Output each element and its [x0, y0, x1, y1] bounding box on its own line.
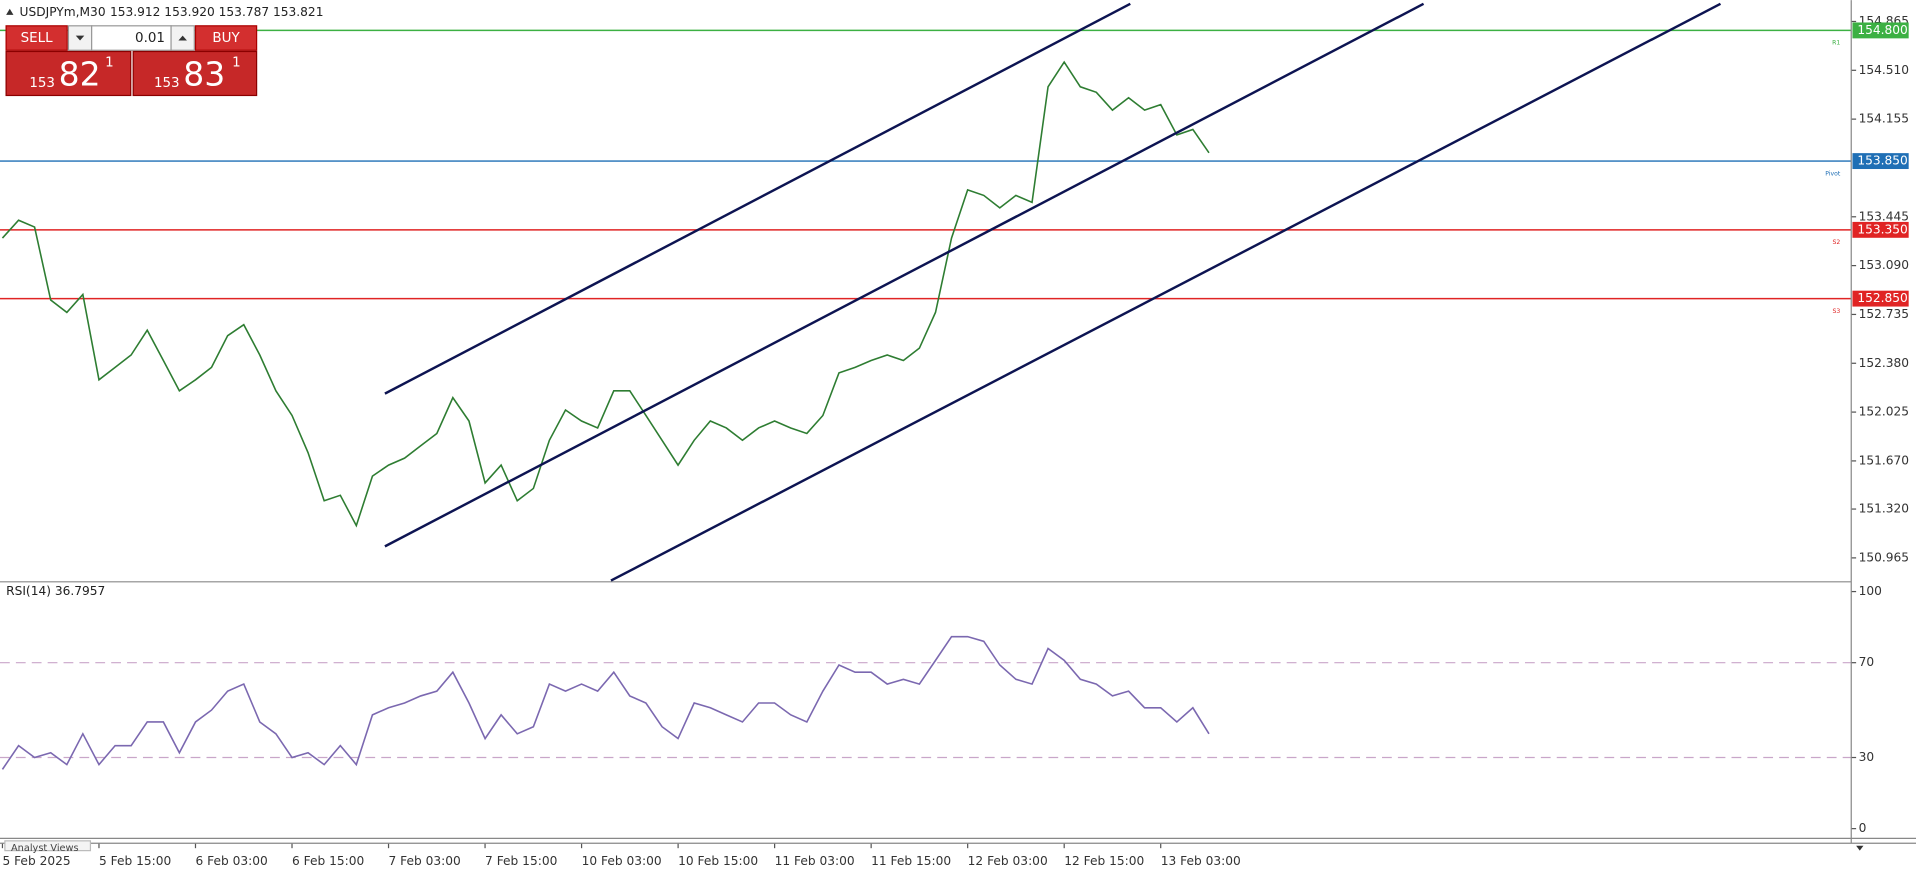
ask-box[interactable] — [132, 50, 258, 97]
x-tick-label: 5 Feb 15:00 — [99, 854, 171, 868]
tab[interactable] — [4, 840, 92, 852]
x-tick-label: 6 Feb 03:00 — [195, 854, 267, 868]
sell-label: SELL — [21, 31, 54, 46]
series-line — [1, 635, 1210, 770]
x-tick-label: 12 Feb 15:00 — [1064, 854, 1144, 868]
y-tick-label: 153.090 — [1859, 258, 1909, 272]
level-label: 152.850 — [1857, 291, 1907, 305]
x-tick-label: 5 Feb 2025 — [2, 854, 70, 868]
bid-big: 153 — [29, 76, 55, 91]
channel-line — [610, 2, 1722, 582]
y-tick-label: 100 — [1859, 584, 1882, 598]
level-name: Pivot — [1825, 170, 1841, 177]
level-box — [1852, 22, 1909, 39]
rsi-title: RSI(14) 36.7957 — [6, 584, 105, 598]
ohlc: 153.912 153.920 153.787 153.821 — [110, 5, 324, 19]
y-tick-label: 154.155 — [1859, 112, 1909, 126]
up-arrow — [178, 35, 187, 41]
x-tick-label: 12 Feb 03:00 — [968, 854, 1048, 868]
y-tick-label: 152.025 — [1859, 405, 1909, 419]
series-line — [1, 60, 1210, 528]
sell-button[interactable] — [5, 25, 68, 51]
level-box — [1852, 290, 1909, 307]
ask-small: 1 — [232, 55, 241, 70]
buy-button[interactable] — [194, 25, 258, 51]
trade-panel: SELL 0.01 BUY 153 82 1 153 83 1 — [5, 25, 258, 97]
x-tick-label: 10 Feb 03:00 — [582, 854, 662, 868]
x-tick-label: 11 Feb 03:00 — [775, 854, 855, 868]
y-tick-label: 151.670 — [1859, 453, 1909, 467]
scroll-icon[interactable] — [1856, 845, 1864, 851]
y-tick-label: 153.445 — [1859, 209, 1909, 223]
level-name: R1 — [1832, 40, 1840, 47]
level-name: S3 — [1832, 308, 1840, 315]
x-tick-label: 13 Feb 03:00 — [1161, 854, 1241, 868]
y-tick-label: 30 — [1859, 750, 1875, 764]
buy-label: BUY — [212, 31, 240, 46]
price-chart: 154.865154.510154.155153.445153.090152.7… — [0, 14, 1909, 868]
level-box — [1852, 153, 1909, 170]
level-label: 153.850 — [1857, 154, 1907, 168]
y-tick-label: 70 — [1859, 655, 1875, 669]
x-tick-label: 7 Feb 03:00 — [389, 854, 461, 868]
ask-main: 83 — [183, 54, 225, 93]
collapse-icon[interactable] — [6, 8, 14, 15]
y-tick-label: 150.965 — [1859, 550, 1909, 564]
level-name: S2 — [1832, 239, 1840, 246]
channel — [384, 2, 1722, 582]
bid-box[interactable] — [5, 50, 132, 97]
x-tick-label: 11 Feb 15:00 — [871, 854, 951, 868]
y-tick-label: 152.380 — [1859, 356, 1909, 370]
bid-main: 82 — [59, 54, 101, 93]
lot-value: 0.01 — [135, 31, 165, 46]
x-tick-label: 6 Feb 15:00 — [292, 854, 364, 868]
x-tick-label: 10 Feb 15:00 — [678, 854, 758, 868]
y-tick-label: 154.510 — [1859, 63, 1909, 77]
channel-line — [384, 2, 1425, 548]
y-tick-label: 152.735 — [1859, 307, 1909, 321]
ask-big: 153 — [154, 76, 180, 91]
x-tick-label: 7 Feb 15:00 — [485, 854, 557, 868]
level-label: 153.350 — [1857, 222, 1907, 236]
channel-line — [384, 2, 1131, 395]
symbol: USDJPYm,M30 — [20, 5, 106, 19]
level-box — [1852, 221, 1909, 238]
tab-label[interactable]: Analyst Views — [11, 843, 79, 854]
y-tick-label: 0 — [1859, 821, 1867, 835]
down-arrow — [75, 35, 85, 41]
y-tick-label: 151.320 — [1859, 502, 1909, 516]
bid-small: 1 — [105, 55, 114, 70]
level-label: 154.800 — [1857, 23, 1907, 37]
